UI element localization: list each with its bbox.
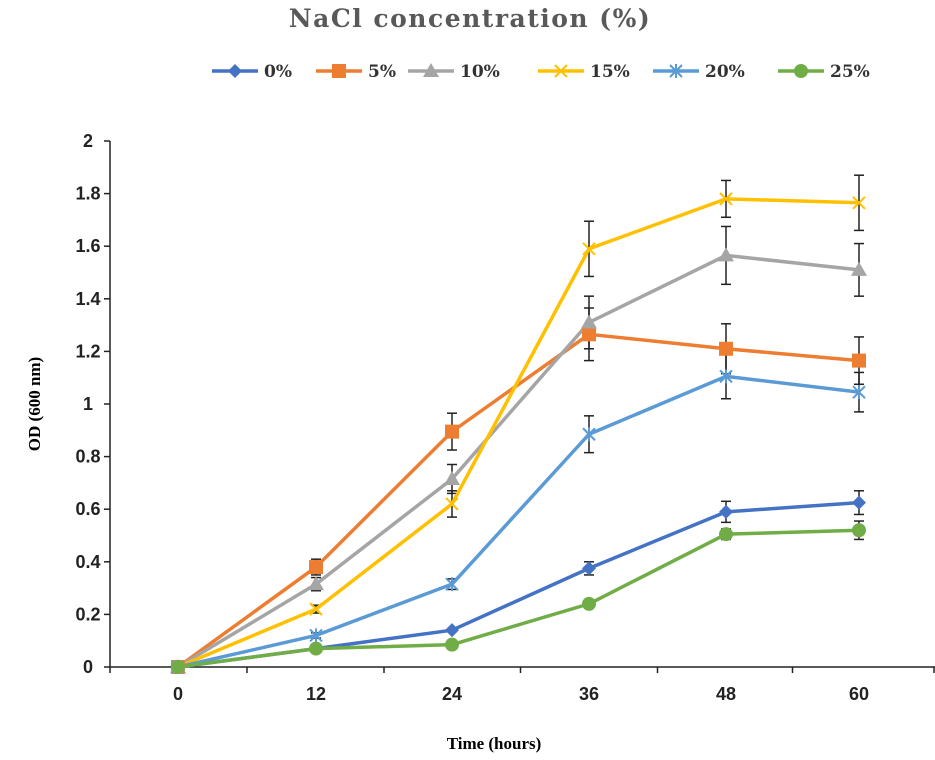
data-point <box>581 314 597 329</box>
legend-marker <box>228 64 242 78</box>
data-point <box>444 470 460 485</box>
chart-title: NaCl concentration (%) <box>289 4 651 33</box>
legend-marker <box>794 64 808 78</box>
data-point <box>445 497 459 511</box>
legend: 0% 5% 10% 15% 20% 25% <box>212 62 870 82</box>
data-point <box>445 424 459 439</box>
x-axis-label: Time (hours) <box>447 734 542 753</box>
data-point <box>851 261 867 276</box>
data-point <box>309 628 323 643</box>
legend-label: 15% <box>590 62 630 82</box>
y-axis-label: OD (600 nm) <box>25 357 44 451</box>
x-tick-label: 36 <box>579 684 599 704</box>
series-lines <box>176 197 860 669</box>
data-point <box>582 427 596 442</box>
data-point <box>171 660 185 674</box>
y-tick-label: 2 <box>83 131 93 151</box>
data-point <box>445 577 459 592</box>
y-tick-label: 0.2 <box>75 604 100 624</box>
data-point <box>309 602 323 616</box>
data-point <box>719 504 733 519</box>
x-tick-label: 24 <box>442 684 462 704</box>
data-point <box>852 495 866 510</box>
legend-entry: 5% <box>316 62 396 82</box>
series-line <box>176 332 860 669</box>
x-tick-label: 12 <box>306 684 326 704</box>
data-point <box>308 576 324 591</box>
data-point <box>582 242 596 256</box>
y-tick-label: 1.6 <box>75 236 100 256</box>
legend-label: 20% <box>705 62 745 82</box>
y-tick-label: 0.4 <box>75 552 100 572</box>
legend-entry: 15% <box>538 62 630 82</box>
series-line <box>177 197 860 669</box>
data-point <box>718 247 734 262</box>
series-line <box>177 253 860 669</box>
data-point <box>719 192 733 206</box>
series-line <box>177 374 860 669</box>
y-tick-label: 0.8 <box>75 447 100 467</box>
y-tick-label: 1.4 <box>75 289 100 309</box>
data-point <box>309 560 323 575</box>
data-point <box>719 341 733 356</box>
legend-marker <box>423 63 439 77</box>
data-point <box>719 369 733 384</box>
x-tick-label: 0 <box>173 684 183 704</box>
legend-label: 5% <box>368 62 396 82</box>
data-point <box>852 196 866 210</box>
data-point <box>852 353 866 368</box>
legend-entry: 20% <box>653 62 745 82</box>
y-tick-label: 1 <box>83 394 93 414</box>
x-tick-label: 60 <box>849 684 869 704</box>
data-point <box>582 561 596 576</box>
series-markers <box>170 192 867 674</box>
legend-label: 0% <box>264 62 292 82</box>
y-tick-label: 0 <box>83 657 93 677</box>
legend-entry: 0% <box>212 62 292 82</box>
data-point <box>852 385 866 400</box>
legend-marker <box>332 64 346 78</box>
data-point <box>445 623 459 638</box>
data-point <box>719 527 733 542</box>
data-point <box>582 596 596 611</box>
data-point <box>309 641 323 656</box>
legend-entry: 10% <box>408 62 500 82</box>
data-point <box>582 327 596 342</box>
y-tick-label: 1.8 <box>75 184 100 204</box>
y-tick-label: 0.6 <box>75 499 100 519</box>
y-tick-label: 1.2 <box>75 341 100 361</box>
legend-marker <box>669 64 683 78</box>
x-tick-label: 48 <box>716 684 736 704</box>
axes: 0 0.2 0.4 0.6 0.8 1 1.2 1.4 1.6 1.8 2 0 12 24 36 48 60 <box>75 131 935 704</box>
data-point <box>445 637 459 652</box>
legend-entry: 25% <box>778 62 870 82</box>
series-line <box>177 528 860 669</box>
legend-marker <box>554 64 568 78</box>
legend-label: 10% <box>460 62 500 82</box>
legend-label: 25% <box>830 62 870 82</box>
data-point <box>852 523 866 538</box>
